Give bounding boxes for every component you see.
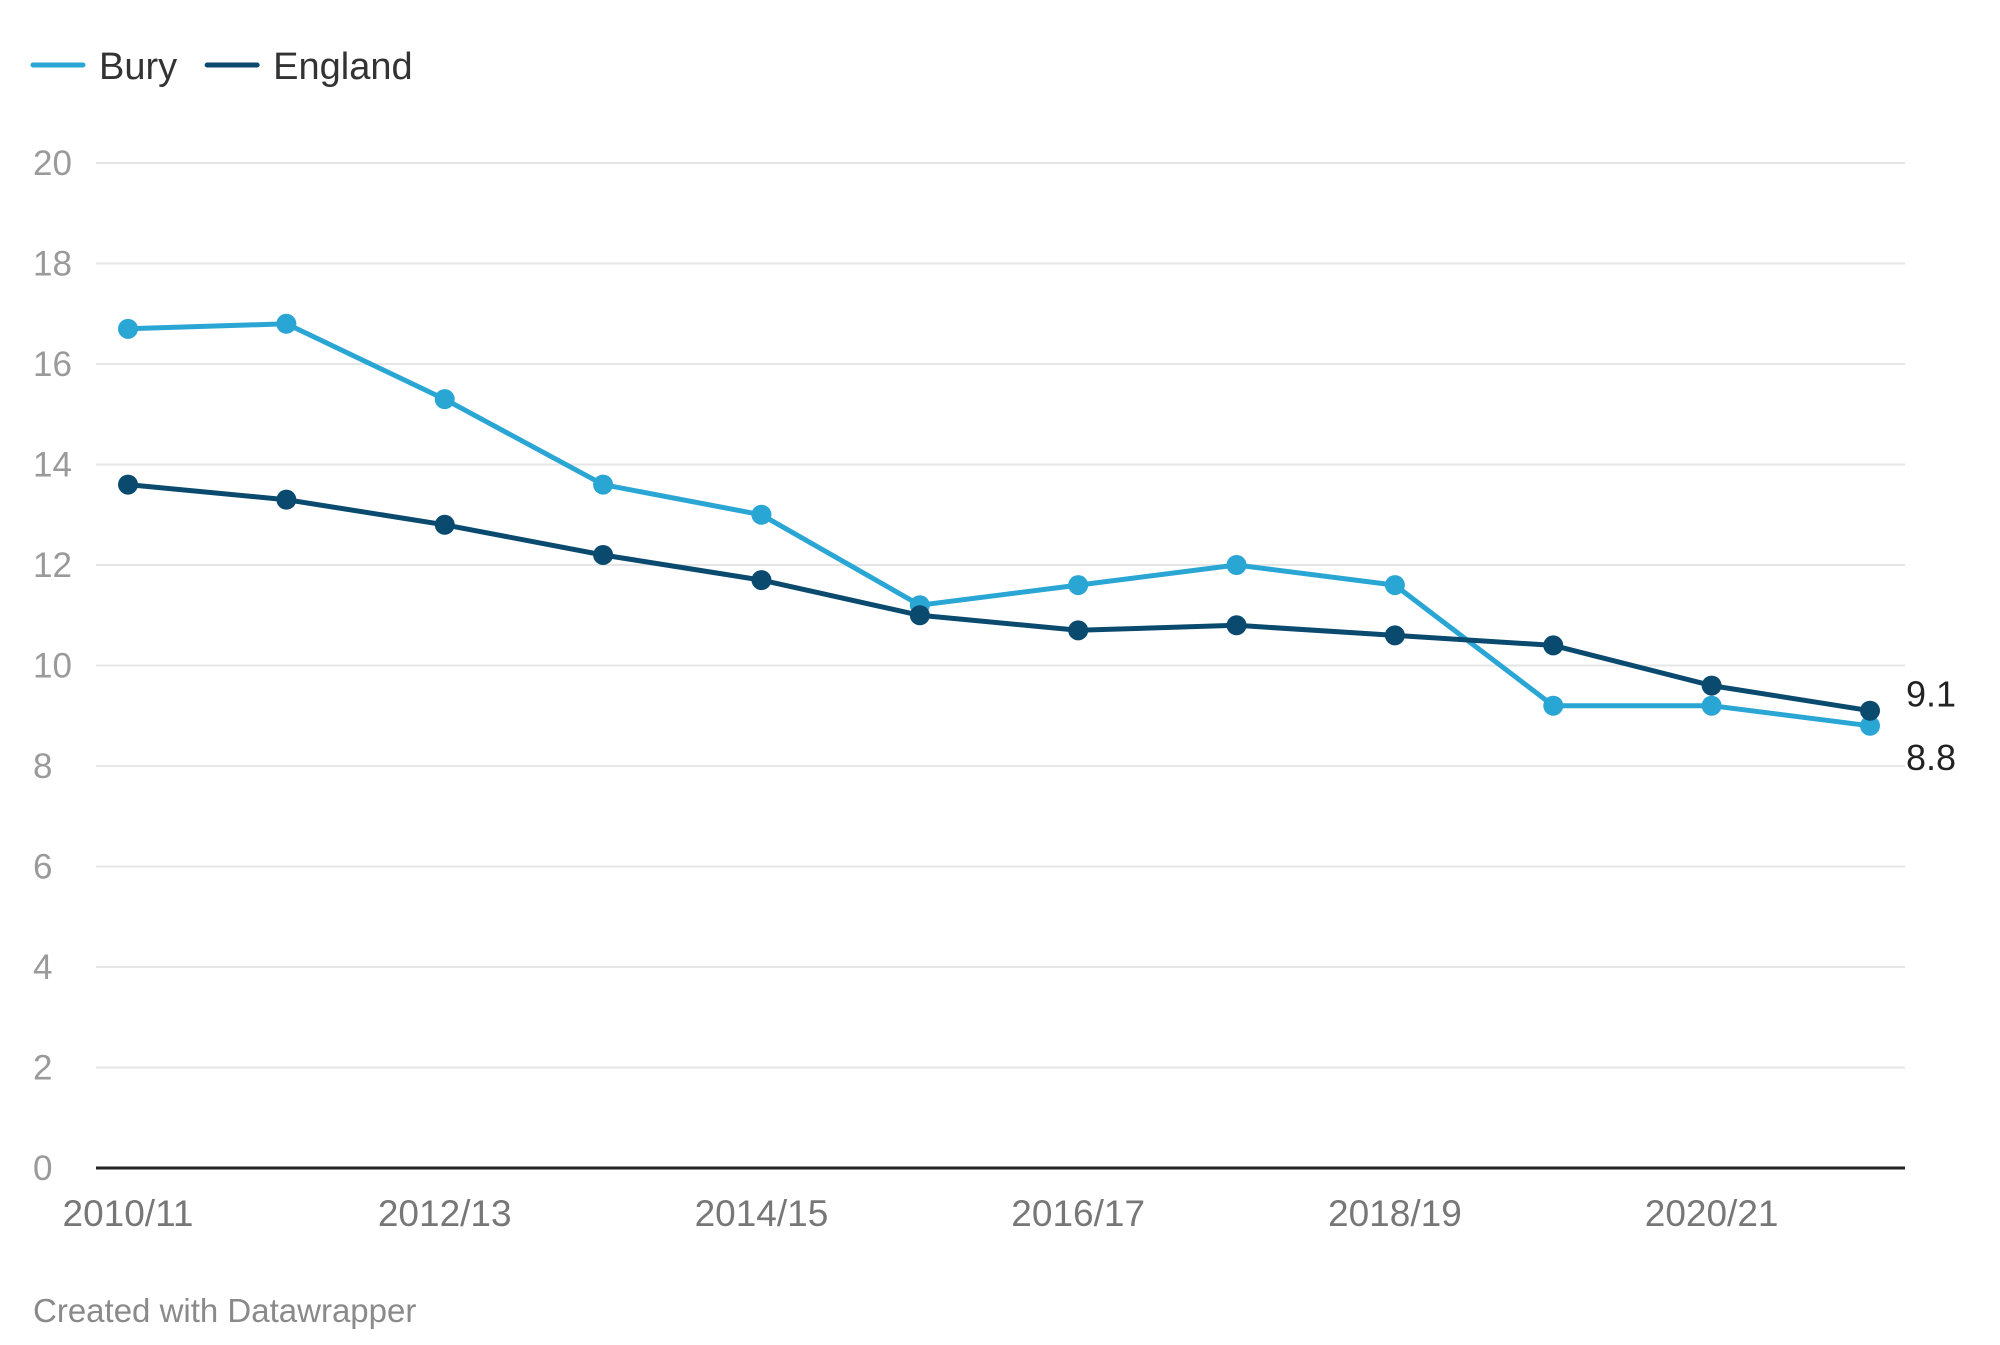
point-england-2011-12 bbox=[276, 489, 297, 510]
point-england-2019-20 bbox=[1543, 635, 1564, 656]
series-group bbox=[118, 313, 1880, 736]
point-england-2016-17 bbox=[1068, 620, 1089, 641]
legend-label-england: England bbox=[273, 46, 412, 88]
point-england-2010-11 bbox=[118, 474, 138, 495]
x-tick-label-2012-13: 2012/13 bbox=[378, 1193, 512, 1234]
point-bury-2011-12 bbox=[276, 313, 297, 334]
x-tick-label-2014-15: 2014/15 bbox=[695, 1193, 829, 1234]
point-bury-2019-20 bbox=[1543, 695, 1564, 716]
point-bury-2014-15 bbox=[751, 504, 772, 525]
line-england bbox=[125, 482, 1873, 714]
point-bury-2021-22 bbox=[1860, 715, 1880, 736]
point-england-2018-19 bbox=[1384, 625, 1405, 646]
point-bury-2018-19 bbox=[1384, 575, 1405, 596]
y-tick-label-0: 0 bbox=[33, 1149, 52, 1188]
footer-credit: Created with Datawrapper bbox=[33, 1292, 416, 1329]
line-bury bbox=[125, 321, 1873, 729]
point-england-2021-22 bbox=[1860, 700, 1880, 721]
end-label-england: 9.1 bbox=[1906, 674, 1956, 715]
point-england-2013-14 bbox=[593, 544, 614, 565]
y-tick-label-10: 10 bbox=[33, 647, 72, 686]
x-tick-label-2016-17: 2016/17 bbox=[1011, 1193, 1145, 1234]
gridlines bbox=[96, 162, 1905, 1069]
series-bury bbox=[118, 313, 1880, 736]
y-tick-label-16: 16 bbox=[33, 345, 72, 384]
point-bury-2020-21 bbox=[1701, 695, 1722, 716]
series-england bbox=[118, 474, 1880, 721]
y-tick-label-8: 8 bbox=[33, 747, 52, 786]
point-bury-2017-18 bbox=[1226, 555, 1247, 575]
y-tick-label-6: 6 bbox=[33, 848, 52, 887]
point-england-2012-13 bbox=[434, 514, 455, 535]
point-england-2014-15 bbox=[751, 570, 772, 591]
point-england-2020-21 bbox=[1701, 675, 1722, 696]
legend: Bury England bbox=[30, 46, 413, 88]
x-tick-label-2018-19: 2018/19 bbox=[1328, 1193, 1462, 1234]
point-bury-2013-14 bbox=[593, 474, 614, 495]
y-tick-label-20: 20 bbox=[33, 144, 72, 183]
point-bury-2016-17 bbox=[1068, 575, 1089, 596]
y-tick-label-12: 12 bbox=[33, 546, 72, 585]
x-axis-ticks: 2010/11 2012/13 2014/15 2016/17 2018/19 2020/… bbox=[63, 1193, 1779, 1234]
y-axis-ticks: 0 2 4 6 8 10 12 14 16 18 20 bbox=[33, 144, 72, 1188]
y-tick-label-18: 18 bbox=[33, 245, 72, 284]
point-england-2015-16 bbox=[909, 605, 930, 626]
end-labels: 8.8 9.1 bbox=[1906, 674, 1956, 778]
point-bury-2012-13 bbox=[434, 389, 455, 410]
y-tick-label-2: 2 bbox=[33, 1049, 52, 1088]
y-tick-label-4: 4 bbox=[33, 948, 52, 987]
y-tick-label-14: 14 bbox=[33, 446, 72, 485]
point-england-2017-18 bbox=[1226, 615, 1247, 636]
end-label-bury: 8.8 bbox=[1906, 737, 1956, 778]
point-bury-2010-11 bbox=[118, 318, 138, 339]
x-tick-label-2020-21: 2020/21 bbox=[1645, 1193, 1779, 1234]
legend-label-bury: Bury bbox=[99, 46, 177, 88]
x-tick-label-2010-11: 2010/11 bbox=[63, 1193, 194, 1234]
